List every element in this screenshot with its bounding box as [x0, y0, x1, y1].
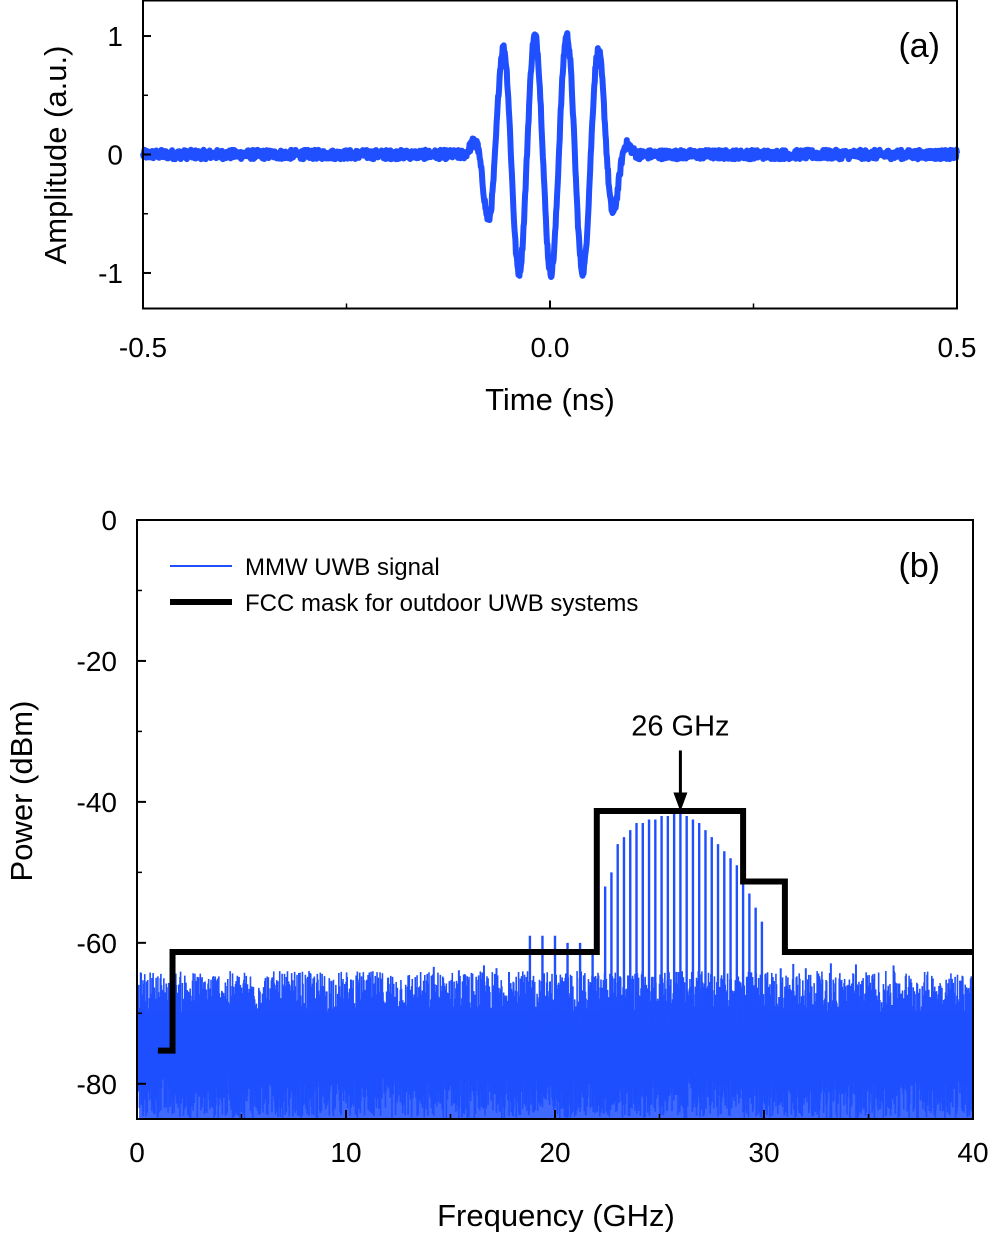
panel-b-xtick-label: 10	[330, 1137, 361, 1168]
panel-b-xtick-label: 40	[957, 1137, 988, 1168]
panel-a-ytick-label: -1	[98, 258, 123, 289]
panel-a-xtick-label: 0.5	[938, 332, 977, 363]
panel-b-label: (b)	[898, 547, 940, 585]
panel-b-ticks: 0 10 20 30 40 0 -20 -40 -60 -80	[77, 505, 989, 1168]
panel-a-ytick-label: 0	[107, 140, 123, 171]
panel-a-series-group	[140, 30, 960, 280]
legend-label-mmw-uwb-signal: MMW UWB signal	[245, 554, 440, 581]
panel-a-xtick-label: 0.0	[531, 332, 570, 363]
annotation-26ghz: 26 GHz	[631, 710, 730, 812]
panel-a: -0.5 0.0 0.5 -1 0 1 (a) Time (ns) Amplitude (…	[38, 0, 976, 417]
panel-b-xlabel: Frequency (GHz)	[437, 1198, 675, 1232]
panel-a-ticks: -0.5 0.0 0.5 -1 0 1	[98, 21, 976, 363]
panel-b-ylabel: Power (dBm)	[4, 701, 39, 882]
panel-b-legend: MMW UWB signal FCC mask for outdoor UWB …	[170, 554, 638, 617]
legend-label-fcc-mask: FCC mask for outdoor UWB systems	[245, 590, 638, 617]
panel-b-xtick-label: 30	[748, 1137, 779, 1168]
panel-b-fcc-mask-line	[157, 808, 973, 1054]
panel-b-noise-fill	[139, 1013, 974, 1119]
annotation-arrow-head	[673, 792, 688, 812]
panel-b-ytick-label: -80	[77, 1069, 117, 1100]
panel-b-ytick-label: -40	[77, 787, 117, 818]
annotation-26ghz-text: 26 GHz	[631, 710, 729, 742]
panel-a-ytick-label: 1	[107, 21, 123, 52]
panel-b-ytick-label: 0	[101, 505, 117, 536]
panel-b: 0 10 20 30 40 0 -20 -40 -60 -80 (b) Frequency (GH…	[4, 505, 989, 1233]
panel-a-xlabel: Time (ns)	[485, 382, 615, 417]
panel-a-xtick-label: -0.5	[119, 332, 167, 363]
panel-b-xtick-label: 0	[129, 1137, 145, 1168]
panel-b-ytick-label: -60	[77, 928, 117, 959]
panel-a-ylabel: Amplitude (a.u.)	[38, 46, 73, 265]
panel-b-ytick-label: -20	[77, 646, 117, 677]
panel-b-series-group	[136, 808, 974, 1119]
panel-a-series-line	[140, 30, 960, 280]
panel-b-xtick-label: 20	[539, 1137, 570, 1168]
panel-a-label: (a)	[898, 27, 940, 65]
